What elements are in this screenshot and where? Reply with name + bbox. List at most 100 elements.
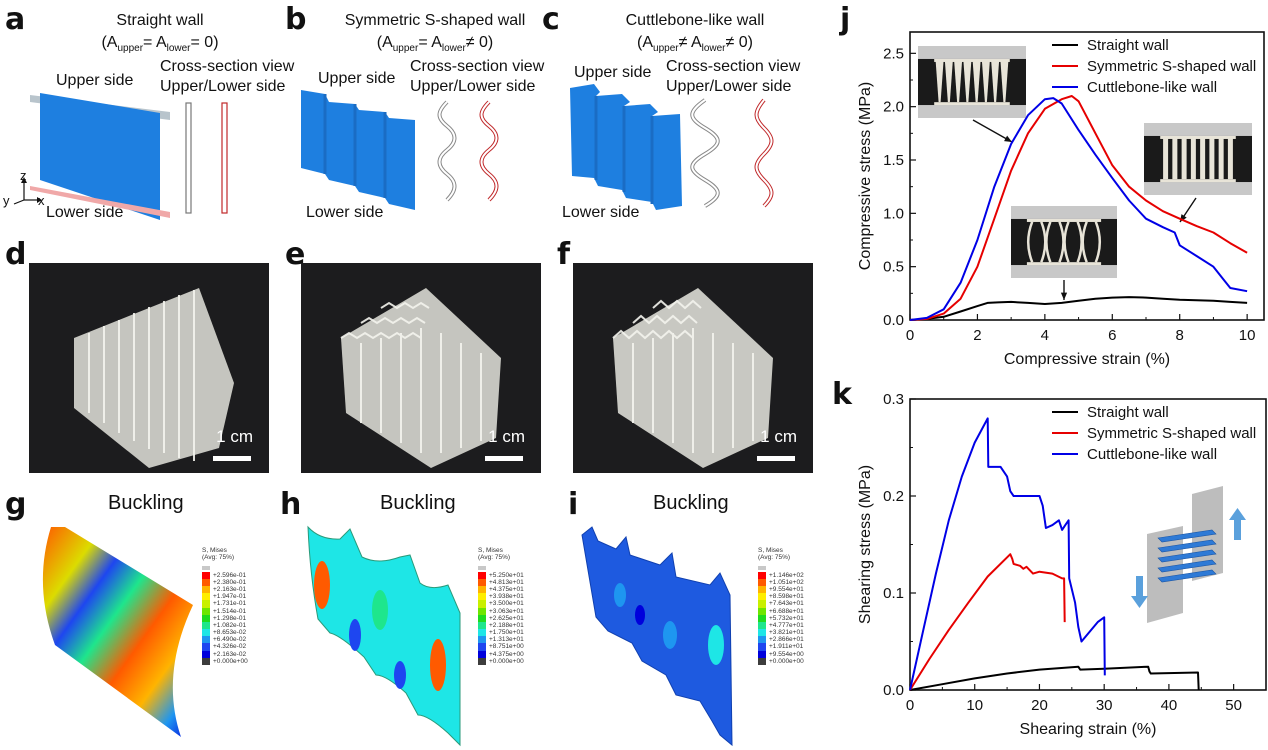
axes-triad-icon <box>13 177 42 205</box>
panel-label-d: d <box>5 237 27 272</box>
panel-c-upper-lower: Upper/Lower side <box>666 78 792 95</box>
legend-entry: +3.500e+01 <box>478 600 524 608</box>
x-tick-label: 20 <box>1031 697 1048 714</box>
annotation-arrow-icon <box>972 119 1013 143</box>
legend-entry: +4.326e-02 <box>202 643 248 651</box>
y-tick-label: 0.5 <box>883 259 904 276</box>
legend-label: Symmetric S-shaped wall <box>1087 58 1256 75</box>
panel-label-g: g <box>5 487 27 522</box>
panel-c-cross-sections <box>690 98 774 208</box>
panel-b-cross-sections <box>437 100 499 202</box>
inset-shear-schematic <box>1147 486 1223 623</box>
x-tick-label: 30 <box>1096 697 1113 714</box>
legend-label: Symmetric S-shaped wall <box>1087 425 1256 442</box>
panel-label-i: i <box>568 487 579 522</box>
panel-label-e: e <box>285 237 306 272</box>
legend-entry: +0.000e+00 <box>202 657 248 666</box>
legend-label: Cuttlebone-like wall <box>1087 79 1217 96</box>
legend-h: S, Mises (Avg: 75%) +5.250e+01 +4.813e+01… <box>478 547 524 666</box>
panel-label-j: j <box>840 2 851 37</box>
panel-label-h: h <box>280 487 302 522</box>
legend-entry: +1.146e+02 <box>758 571 804 579</box>
panel-c-cuttlebone-wall-diagram <box>570 84 682 210</box>
legend-entry: +2.380e-01 <box>202 578 248 586</box>
legend-label: Straight wall <box>1087 404 1169 421</box>
legend-entry: +8.751e+00 <box>478 643 524 651</box>
panel-g-title: Buckling <box>108 492 184 514</box>
panel-b-cross-section: Cross-section view <box>410 58 545 75</box>
y-tick-label: 2.5 <box>883 45 904 62</box>
legend-g-rows: +2.596e-01 +2.380e-01 +2.163e-01 +1.947e-01… <box>202 564 248 666</box>
panel-c-formula: (Aupper≠ Alower≠ 0) <box>637 34 753 55</box>
legend-entry: +5.250e+01 <box>478 571 524 579</box>
panel-c-title: Cuttlebone-like wall <box>625 12 765 29</box>
lower-plate <box>30 186 170 218</box>
panel-label-c: c <box>542 2 560 37</box>
panel-b-title: Symmetric S-shaped wall <box>344 12 526 29</box>
legend-entry: +0.000e+00 <box>758 657 804 666</box>
fea-straight-wall-buckling <box>42 527 194 737</box>
series-line-symmetric-s-shaped-wall <box>909 95 1248 321</box>
legend-entry: +8.598e+01 <box>758 593 804 601</box>
legend-entry: +6.688e+01 <box>758 607 804 615</box>
panel-label-b: b <box>285 2 307 37</box>
axis-z-label: z <box>20 168 27 183</box>
legend-entry: +1.313e+01 <box>478 636 524 644</box>
scale-label-e: 1 cm <box>488 427 525 446</box>
y-tick-label: 0.2 <box>883 488 904 505</box>
legend-entry: +1.750e+01 <box>478 629 524 637</box>
inset-photo-buckled <box>1011 206 1117 278</box>
x-tick-label: 50 <box>1225 697 1242 714</box>
cross-section-upper <box>185 102 192 214</box>
legend-i-rows: +1.146e+02 +1.051e+02 +9.554e+01 +8.598e+01… <box>758 564 804 666</box>
y-tick-label: 1.5 <box>883 152 904 169</box>
legend-entry: +0.000e+00 <box>478 657 524 666</box>
panel-b-upper-lower: Upper/Lower side <box>410 78 536 95</box>
legend-entry: +8.653e-02 <box>202 629 248 637</box>
legend-entry: +2.625e+01 <box>478 614 524 622</box>
panel-a-upper-side: Upper side <box>56 72 134 89</box>
panel-c-lower-side: Lower side <box>562 204 640 221</box>
panel-h-title: Buckling <box>380 492 456 514</box>
inset-photo-initial <box>918 46 1026 118</box>
x-tick-label: 10 <box>966 697 983 714</box>
panel-a-upper-lower: Upper/Lower side <box>160 78 286 95</box>
s-wall-body <box>301 90 415 210</box>
legend-entry: +1.514e-01 <box>202 607 248 615</box>
legend-entry: +1.082e-01 <box>202 621 248 630</box>
panel-b-s-wall-diagram <box>301 90 415 210</box>
y-tick-label: 0.0 <box>883 312 904 329</box>
axis-x-label: x <box>38 193 45 208</box>
x-tick-label: 0 <box>906 697 914 714</box>
photo-cuttlebone-wall-sample: 1 cm <box>573 263 813 473</box>
series-line-straight-wall <box>909 296 1248 321</box>
legend-entry: +7.643e+01 <box>758 600 804 608</box>
legend-entry: +6.490e-02 <box>202 636 248 644</box>
x-tick-label: 2 <box>973 327 981 344</box>
x-tick-label: 0 <box>906 327 914 344</box>
legend-label: Cuttlebone-like wall <box>1087 446 1217 463</box>
legend-entry: +2.596e-01 <box>202 571 248 579</box>
arrow-up-icon <box>1229 508 1246 540</box>
wall-body <box>40 93 160 220</box>
y-tick-label: 1.0 <box>883 205 904 222</box>
scale-bar-e <box>485 456 523 461</box>
cross-section-lower <box>221 102 228 214</box>
x-tick-label: 4 <box>1041 327 1049 344</box>
x-axis-label: Shearing strain (%) <box>1020 721 1157 738</box>
legend-entry: +5.732e+01 <box>758 614 804 622</box>
legend-entry: +2.163e-02 <box>202 650 248 658</box>
legend-entry: +2.188e+01 <box>478 621 524 630</box>
legend-entry: +1.911e+01 <box>758 643 804 651</box>
x-axis-label: Compressive strain (%) <box>1004 351 1170 368</box>
legend-entry: +1.298e-01 <box>202 614 248 622</box>
fea-cuttlebone-wall-buckling <box>581 526 733 747</box>
legend-entry: +9.554e+00 <box>758 650 804 658</box>
legend-entry: +3.063e+01 <box>478 607 524 615</box>
panel-a-lower-side: Lower side <box>46 204 124 221</box>
cuttlebone-wall-body <box>570 84 682 210</box>
panel-a-straight-wall-diagram <box>30 93 228 220</box>
y-tick-label: 0.0 <box>883 682 904 699</box>
series-line-cuttlebone-like-wall <box>909 97 1248 321</box>
inset-photo-post-peak <box>1144 123 1252 195</box>
